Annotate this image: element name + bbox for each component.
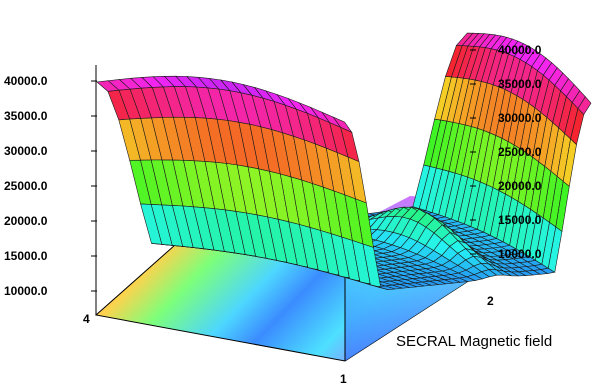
right-z-tick-label: 15000.0: [498, 213, 542, 227]
left-z-tick-label: 20000.0: [4, 214, 48, 228]
surface-facet: [577, 96, 592, 115]
right-z-tick-label: 20000.0: [498, 179, 542, 193]
left-z-tick-label: 35000.0: [4, 109, 48, 123]
right-z-tick-label: 35000.0: [498, 77, 542, 91]
left-z-axis: 10000.0 15000.0 20000.0 25000.0 30000.0 35000…: [4, 74, 97, 298]
left-z-tick-label: 25000.0: [4, 179, 48, 193]
left-z-tick-label: 15000.0: [4, 249, 48, 263]
right-z-axis: 10000.0 15000.0 20000.0 25000.0 30000.0 35000…: [470, 43, 542, 261]
surface-mesh: [96, 32, 592, 291]
right-z-tick-label: 30000.0: [498, 111, 542, 125]
corner-label-right: 2: [487, 294, 494, 308]
right-z-tick-label: 25000.0: [498, 145, 542, 159]
left-z-tick-label: 10000.0: [4, 284, 48, 298]
corner-label-front: 1: [340, 372, 347, 386]
right-z-tick-label: 10000.0: [498, 247, 542, 261]
left-z-tick-label: 40000.0: [4, 74, 48, 88]
corner-label-left: 4: [83, 312, 90, 326]
left-z-tick-label: 30000.0: [4, 144, 48, 158]
right-z-tick-label: 40000.0: [498, 43, 542, 57]
caption: SECRAL Magnetic field: [396, 333, 552, 350]
